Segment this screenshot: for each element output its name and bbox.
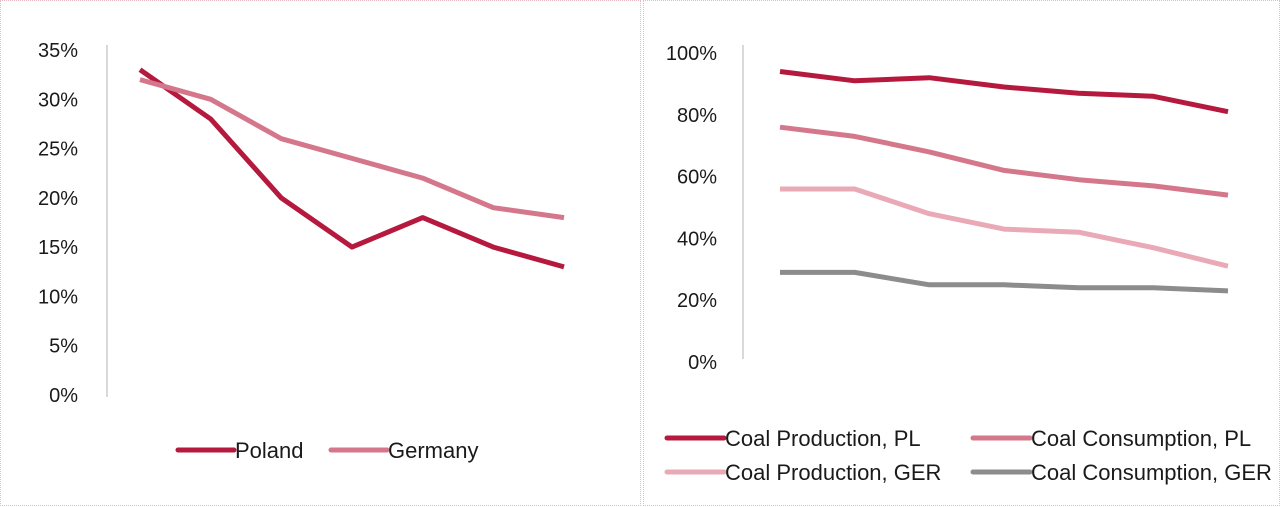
legend-label-coal-production-ger: Coal Production, GER (725, 460, 941, 485)
y-tick-label: 20% (677, 290, 717, 312)
legend-label-poland: Poland (235, 438, 304, 463)
right-line-chart: 0% 20% 40% 60% 80% 100% Coal Production, PL Coa… (664, 43, 1272, 485)
right-chart-panel: 0% 20% 40% 60% 80% 100% Coal Production, PL Coa… (643, 0, 1280, 506)
legend-label-coal-consumption-pl: Coal Consumption, PL (1031, 426, 1251, 451)
y-tick-label: 0% (49, 385, 78, 407)
y-tick-label: 35% (38, 40, 78, 62)
y-tick-label: 100% (666, 43, 717, 65)
y-tick-label: 80% (677, 105, 717, 127)
y-tick-label: 20% (38, 188, 78, 210)
series-line-coal-consumption-ger (780, 269, 1229, 294)
y-tick-label: 5% (49, 336, 78, 358)
y-tick-label: 25% (38, 139, 78, 161)
y-tick-label: 10% (38, 286, 78, 308)
series-line-germany (139, 77, 565, 221)
y-tick-label: 15% (38, 237, 78, 259)
series-line-coal-production-ger (780, 186, 1229, 269)
legend-label-coal-consumption-ger: Coal Consumption, GER (1031, 460, 1272, 485)
y-tick-label: 60% (677, 167, 717, 189)
left-line-chart: 0% 5% 10% 15% 20% 25% 30% 35% Poland Germany (38, 40, 565, 463)
series-line-coal-consumption-pl (779, 124, 1229, 198)
legend-label-germany: Germany (388, 438, 478, 463)
y-tick-label: 40% (677, 228, 717, 250)
legend-label-coal-production-pl: Coal Production, PL (725, 426, 921, 451)
y-tick-label: 0% (688, 352, 717, 374)
series-line-poland (138, 67, 565, 270)
left-chart-panel: 0% 5% 10% 15% 20% 25% 30% 35% Poland Germany (0, 0, 641, 506)
series-line-coal-production-pl (779, 69, 1229, 115)
y-tick-label: 30% (38, 89, 78, 111)
